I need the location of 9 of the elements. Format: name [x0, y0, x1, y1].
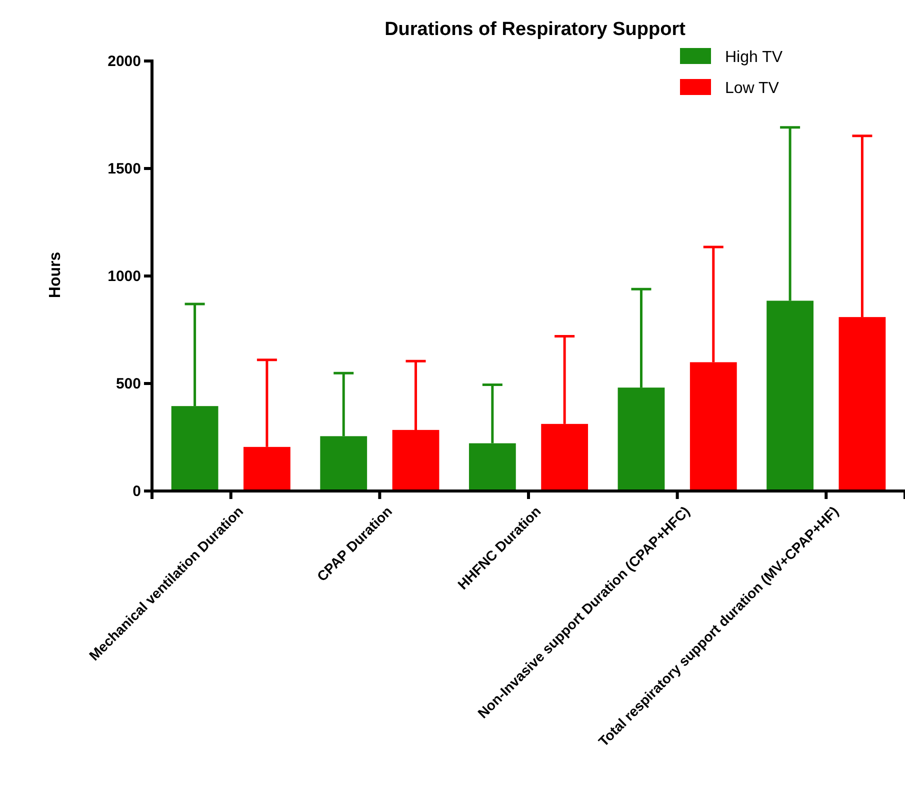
y-tick-label: 0	[132, 482, 141, 500]
y-tick-label: 500	[116, 375, 141, 392]
y-axis-title: Hours	[47, 252, 64, 298]
legend-label: High TV	[725, 49, 783, 66]
y-tick-label: 2000	[108, 52, 141, 70]
y-tick-label: 1500	[108, 160, 141, 178]
y-tick-label: 1000	[108, 268, 141, 285]
legend-label: Low TV	[725, 80, 780, 97]
chart-title: Durations of Respiratory Support	[384, 19, 686, 40]
